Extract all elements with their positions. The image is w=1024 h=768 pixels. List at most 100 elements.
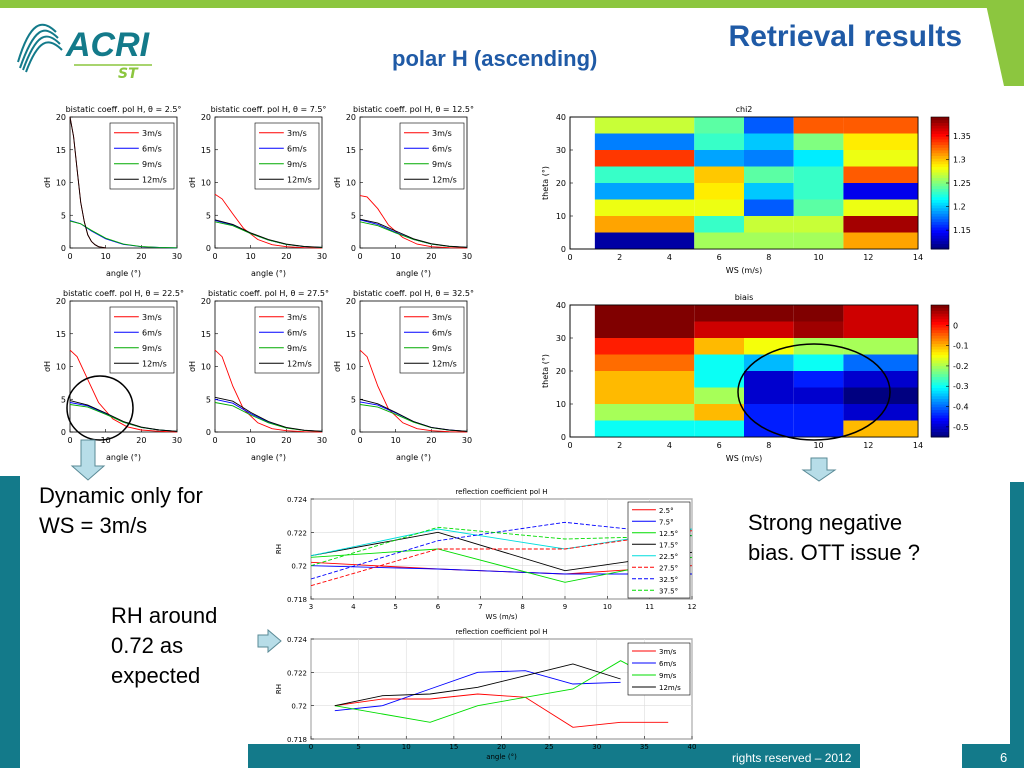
bistatic-6-legend-label: 9m/s xyxy=(432,344,452,353)
refl-ws-y-tick-label: 0.72 xyxy=(291,563,307,571)
refl-ws-legend-label: 17.5° xyxy=(659,541,678,549)
bistatic-2-legend-label: 9m/s xyxy=(287,160,307,169)
biais-colorbar-frame xyxy=(930,304,950,438)
chi2-cell xyxy=(793,199,844,216)
chi2-colorbar-swatch xyxy=(931,169,949,173)
bistatic-4-x-tick-label: 0 xyxy=(67,436,72,445)
chi2-cell xyxy=(694,150,744,167)
biais-cell xyxy=(793,338,844,355)
biais-colorbar-swatch xyxy=(931,354,949,358)
bistatic-5-x-tick-label: 30 xyxy=(317,436,327,445)
biais-cell xyxy=(594,420,695,437)
chi2-y-axis-label: theta (°) xyxy=(541,166,550,200)
bistatic-5-y-tick-label: 10 xyxy=(201,363,211,372)
chi2-cell xyxy=(694,232,744,249)
chi2-cell xyxy=(843,117,918,134)
bistatic-5-series-12ms xyxy=(214,396,323,432)
bistatic-3-x-tick-label: 0 xyxy=(357,252,362,261)
chi2-colorbar-swatch xyxy=(931,177,949,181)
chi2-x-tick-label: 0 xyxy=(567,253,572,262)
biais-cell xyxy=(843,338,918,355)
chi2-colorbar-swatch xyxy=(931,207,949,211)
bistatic-4-series-12ms xyxy=(69,400,178,432)
bistatic-1-x-axis-label: angle (°) xyxy=(106,269,141,278)
chi2-colorbar-swatch xyxy=(931,147,949,151)
refl-ws-x-tick-label: 11 xyxy=(645,603,654,611)
biais-y-tick-label: 40 xyxy=(556,301,566,310)
chi2-y-tick-label: 30 xyxy=(556,146,566,155)
bistatic-3-legend-box xyxy=(399,122,465,190)
biais-cell xyxy=(594,354,695,371)
bistatic-1-legend-label: 12m/s xyxy=(142,175,167,184)
bistatic-6-legend-label: 3m/s xyxy=(432,313,452,322)
bistatic-5-y-tick-label: 5 xyxy=(206,395,211,404)
biais-x-tick-label: 10 xyxy=(813,441,823,450)
biais-cell xyxy=(744,404,794,421)
bistatic-3-title: bistatic coeff. pol H, θ = 12.5° xyxy=(353,105,474,114)
bistatic-5-legend-label: 6m/s xyxy=(287,328,307,337)
bistatic-6-y-tick-label: 20 xyxy=(346,297,356,306)
chi2-x-axis-label: WS (m/s) xyxy=(726,266,762,275)
bistatic-6-series-3ms xyxy=(359,349,468,433)
logo-main-text: ACRI xyxy=(65,26,151,64)
biais-y-tick-label: 20 xyxy=(556,367,566,376)
acri-logo: ACRI ST xyxy=(14,18,164,82)
chi2-cell xyxy=(744,133,794,150)
refl-angle-legend-label: 12m/s xyxy=(659,684,681,692)
chi2-cell xyxy=(594,166,695,183)
bistatic-3-legend-label: 9m/s xyxy=(432,160,452,169)
refl-ws-title: reflection coefficient pol H xyxy=(455,488,547,496)
biais-x-tick-label: 4 xyxy=(667,441,672,450)
chi2-cell xyxy=(594,117,695,134)
bistatic-4-legend-label: 9m/s xyxy=(142,344,162,353)
bistatic-4-y-axis-label: σH xyxy=(43,361,52,372)
refl-angle-series-6ms xyxy=(334,670,621,712)
refl-angle-legend-label: 3m/s xyxy=(659,648,677,656)
biais-colorbar-swatch xyxy=(931,327,949,331)
biais-cell xyxy=(594,387,695,404)
chi2-cell xyxy=(843,216,918,233)
bistatic-3-y-tick-label: 10 xyxy=(346,179,356,188)
chi2-y-tick-label: 0 xyxy=(561,245,566,254)
bistatic-3-y-tick-label: 20 xyxy=(346,113,356,122)
chi2-cell xyxy=(793,150,844,167)
chi2-cell xyxy=(843,133,918,150)
biais-cell xyxy=(694,420,744,437)
chi2-y-tick-label: 40 xyxy=(556,113,566,122)
bistatic-4-y-tick-label: 0 xyxy=(61,428,66,437)
biais-colorbar-swatch xyxy=(931,321,949,325)
refl-angle-legend-box xyxy=(627,642,691,696)
bistatic-6-series-12ms xyxy=(359,398,468,432)
chi2-cell xyxy=(744,199,794,216)
bistatic-2-x-tick-label: 30 xyxy=(317,252,327,261)
biais-colorbar-swatch xyxy=(931,412,949,416)
biais-colorbar-swatch xyxy=(931,362,949,366)
chi2-colorbar-label: 1.2 xyxy=(953,203,966,212)
biais-cell xyxy=(843,321,918,338)
bistatic-2-series-3ms xyxy=(214,193,323,249)
chi2-cell xyxy=(843,150,918,167)
bistatic-1-x-tick-label: 30 xyxy=(172,252,182,261)
biais-colorbar-swatch xyxy=(931,318,949,322)
biais-x-tick-label: 8 xyxy=(766,441,771,450)
chi2-colorbar-label: 1.15 xyxy=(953,226,971,235)
refl-ws-x-tick-label: 9 xyxy=(563,603,567,611)
biais-colorbar-swatch xyxy=(931,324,949,328)
biais-colorbar-swatch xyxy=(931,368,949,372)
chi2-cell xyxy=(694,183,744,200)
chi2-colorbar-swatch xyxy=(931,144,949,148)
biais-cell xyxy=(744,387,794,404)
top-green-band xyxy=(0,0,1024,8)
chi2-cell xyxy=(694,166,744,183)
chi2-x-tick-label: 14 xyxy=(913,253,923,262)
bistatic-4-series-3ms xyxy=(69,349,178,433)
footer-page-band xyxy=(962,744,1024,768)
refl-angle-series-12ms xyxy=(334,663,621,707)
chi2-cell xyxy=(843,183,918,200)
bistatic-3-y-tick-label: 0 xyxy=(351,244,356,253)
biais-colorbar-swatch xyxy=(931,305,949,309)
chi2-colorbar-swatch xyxy=(931,194,949,198)
biais-cell xyxy=(793,404,844,421)
chi2-cell xyxy=(744,117,794,134)
bistatic-1-y-tick-label: 0 xyxy=(61,244,66,253)
